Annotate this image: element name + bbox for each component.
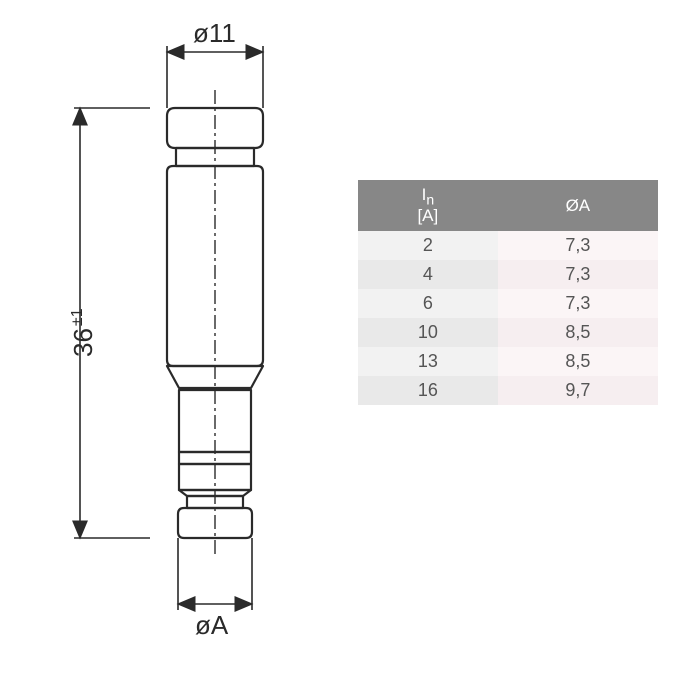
cell-in: 13 <box>358 347 498 376</box>
data-table: In [A] ØA 27,347,367,3108,5138,5169,7 <box>358 180 658 405</box>
cell-in: 6 <box>358 289 498 318</box>
table-header-in-sub: n <box>426 191 434 207</box>
page: ø11 36±1 øA In [A] ØA 27,347,367,3108,51… <box>0 0 700 700</box>
table-row: 138,5 <box>358 347 658 376</box>
dim-left-label: 36±1 <box>68 308 99 357</box>
table-header-oa: ØA <box>498 180 658 231</box>
cell-in: 16 <box>358 376 498 405</box>
dim-top-label: ø11 <box>193 18 236 49</box>
table-header-in: In [A] <box>358 180 498 231</box>
cell-in: 2 <box>358 231 498 260</box>
cell-oa: 7,3 <box>498 231 658 260</box>
table-row: 47,3 <box>358 260 658 289</box>
table-row: 27,3 <box>358 231 658 260</box>
cell-in: 10 <box>358 318 498 347</box>
cell-in: 4 <box>358 260 498 289</box>
cell-oa: 7,3 <box>498 260 658 289</box>
cell-oa: 7,3 <box>498 289 658 318</box>
table-header-row: In [A] ØA <box>358 180 658 231</box>
table-row: 108,5 <box>358 318 658 347</box>
cell-oa: 9,7 <box>498 376 658 405</box>
dim-left-tol: ±1 <box>69 308 86 326</box>
technical-drawing <box>0 0 350 700</box>
cell-oa: 8,5 <box>498 347 658 376</box>
dim-bottom-label: øA <box>195 610 228 641</box>
cell-oa: 8,5 <box>498 318 658 347</box>
table-header-in-unit: [A] <box>417 206 438 225</box>
table-row: 67,3 <box>358 289 658 318</box>
table-row: 169,7 <box>358 376 658 405</box>
dim-left-value: 36 <box>68 328 98 357</box>
